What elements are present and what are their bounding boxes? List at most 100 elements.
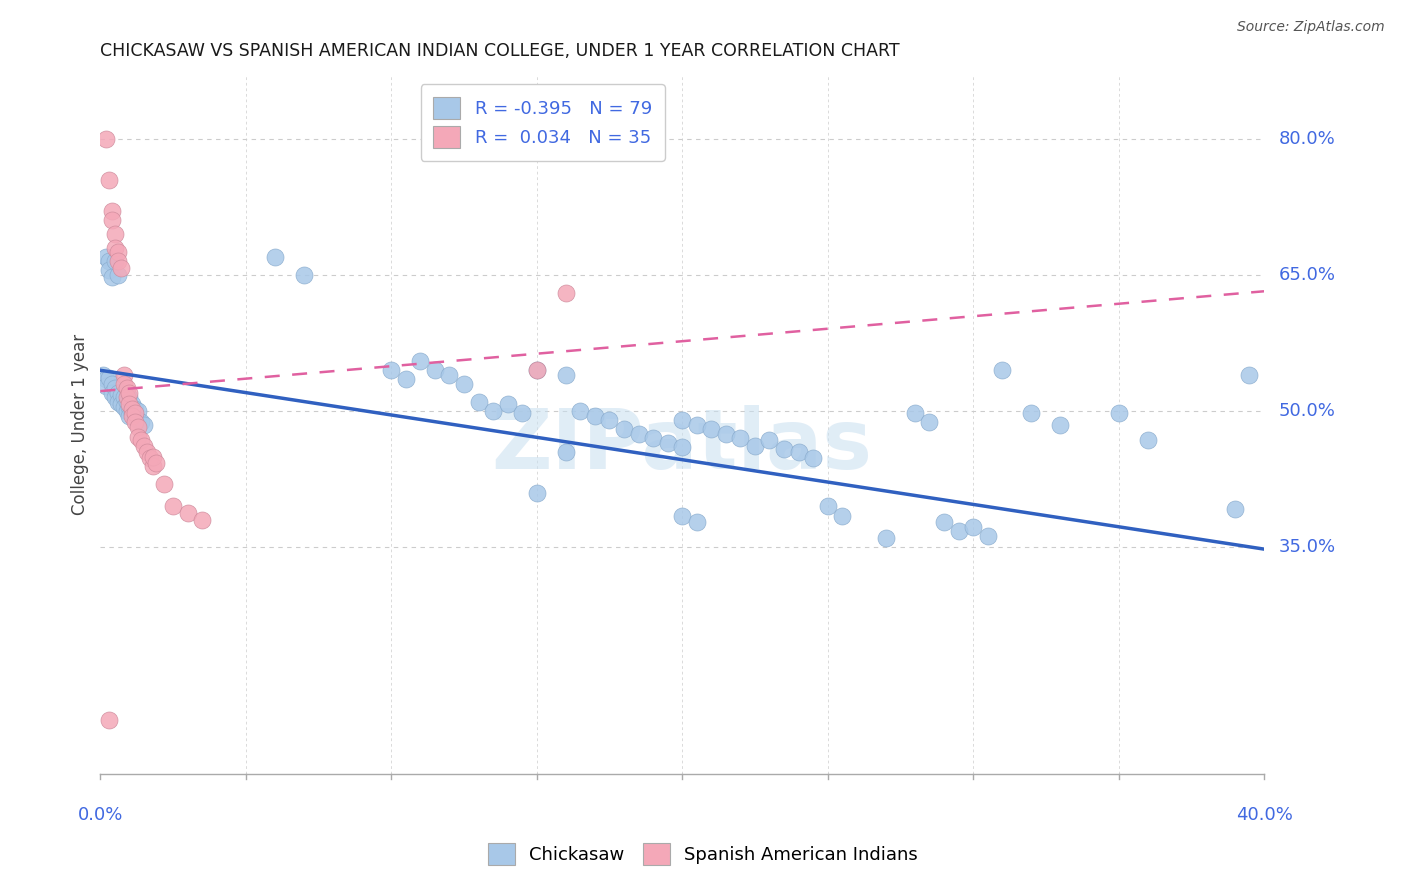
Point xyxy=(112,376,135,391)
Point xyxy=(976,529,998,543)
Point xyxy=(104,391,127,405)
Point xyxy=(700,422,723,436)
Point xyxy=(671,508,693,523)
Point xyxy=(104,241,127,255)
Point xyxy=(107,268,129,282)
Point xyxy=(439,368,461,382)
Point xyxy=(124,415,146,429)
Point xyxy=(110,397,132,411)
Point xyxy=(118,391,141,405)
Point xyxy=(264,250,287,264)
Point xyxy=(191,513,214,527)
Point xyxy=(395,372,418,386)
Point xyxy=(96,378,118,392)
Point xyxy=(686,417,709,432)
Point xyxy=(787,445,810,459)
Point xyxy=(1239,368,1261,382)
Point xyxy=(96,132,118,146)
Point xyxy=(118,409,141,423)
Point xyxy=(121,409,143,423)
Text: CHICKASAW VS SPANISH AMERICAN INDIAN COLLEGE, UNDER 1 YEAR CORRELATION CHART: CHICKASAW VS SPANISH AMERICAN INDIAN COL… xyxy=(100,42,900,60)
Point xyxy=(104,227,127,241)
Point xyxy=(118,400,141,414)
Point xyxy=(569,404,592,418)
Point xyxy=(101,269,124,284)
Point xyxy=(129,415,152,429)
Point xyxy=(773,442,796,457)
Point xyxy=(104,381,127,395)
Point xyxy=(132,439,155,453)
Point xyxy=(135,445,157,459)
Y-axis label: College, Under 1 year: College, Under 1 year xyxy=(72,334,89,516)
Point xyxy=(423,363,446,377)
Point xyxy=(98,713,121,727)
Point xyxy=(98,371,121,385)
Point xyxy=(875,531,897,545)
Legend: Chickasaw, Spanish American Indians: Chickasaw, Spanish American Indians xyxy=(479,834,927,874)
Point xyxy=(554,368,576,382)
Point xyxy=(101,386,124,401)
Point xyxy=(526,363,548,377)
Point xyxy=(554,286,576,301)
Point xyxy=(962,520,984,534)
Point xyxy=(132,417,155,432)
Point xyxy=(817,500,839,514)
Point xyxy=(292,268,315,282)
Point xyxy=(176,506,198,520)
Point xyxy=(127,420,149,434)
Text: ZIPatlas: ZIPatlas xyxy=(492,405,873,486)
Point xyxy=(1019,406,1042,420)
Point xyxy=(118,397,141,411)
Point xyxy=(129,433,152,447)
Point xyxy=(714,426,737,441)
Point xyxy=(145,456,167,470)
Point xyxy=(918,415,941,429)
Point xyxy=(115,391,138,405)
Point xyxy=(107,245,129,260)
Point xyxy=(127,429,149,443)
Point xyxy=(127,413,149,427)
Point xyxy=(991,363,1014,377)
Point xyxy=(98,172,121,186)
Point xyxy=(526,485,548,500)
Point xyxy=(627,426,650,441)
Point xyxy=(409,354,432,368)
Point xyxy=(112,391,135,405)
Point xyxy=(101,376,124,391)
Point xyxy=(142,458,165,473)
Point xyxy=(1136,433,1159,447)
Point xyxy=(153,476,176,491)
Point xyxy=(380,363,402,377)
Point xyxy=(510,406,533,420)
Point xyxy=(613,422,636,436)
Point xyxy=(121,406,143,420)
Point xyxy=(657,436,679,450)
Legend: R = -0.395   N = 79, R =  0.034   N = 35: R = -0.395 N = 79, R = 0.034 N = 35 xyxy=(420,84,665,161)
Point xyxy=(482,404,505,418)
Point xyxy=(124,411,146,425)
Point xyxy=(904,406,927,420)
Point xyxy=(127,404,149,418)
Point xyxy=(948,524,970,538)
Point xyxy=(98,254,121,268)
Point xyxy=(107,386,129,401)
Point xyxy=(121,397,143,411)
Point xyxy=(643,431,665,445)
Point xyxy=(107,395,129,409)
Point xyxy=(1049,417,1071,432)
Point xyxy=(118,386,141,401)
Point xyxy=(496,397,519,411)
Text: 35.0%: 35.0% xyxy=(1278,538,1336,557)
Point xyxy=(831,508,853,523)
Point xyxy=(453,376,475,391)
Text: 0.0%: 0.0% xyxy=(77,806,124,824)
Point xyxy=(583,409,606,423)
Point xyxy=(467,395,489,409)
Point xyxy=(96,250,118,264)
Point xyxy=(101,213,124,227)
Point xyxy=(744,439,766,453)
Point xyxy=(110,260,132,275)
Point xyxy=(110,388,132,402)
Point xyxy=(115,395,138,409)
Point xyxy=(1223,502,1246,516)
